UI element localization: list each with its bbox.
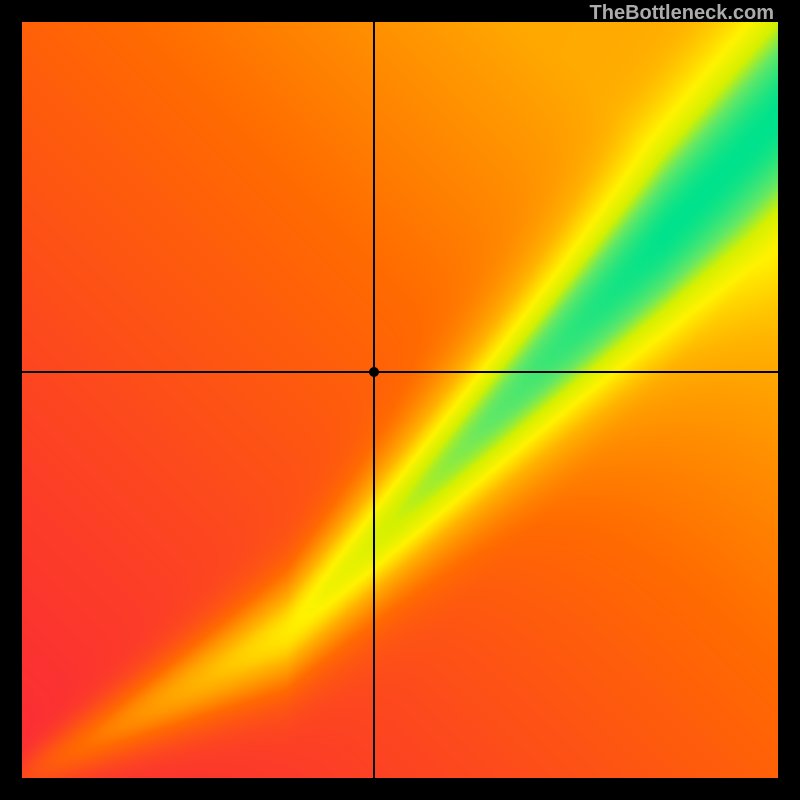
watermark-label: TheBottleneck.com bbox=[590, 2, 774, 25]
bottleneck-heatmap bbox=[22, 22, 778, 778]
crosshair-vertical bbox=[373, 22, 375, 778]
crosshair-horizontal bbox=[22, 371, 778, 373]
chart-container: TheBottleneck.com bbox=[0, 0, 800, 800]
data-point-marker bbox=[369, 367, 379, 377]
